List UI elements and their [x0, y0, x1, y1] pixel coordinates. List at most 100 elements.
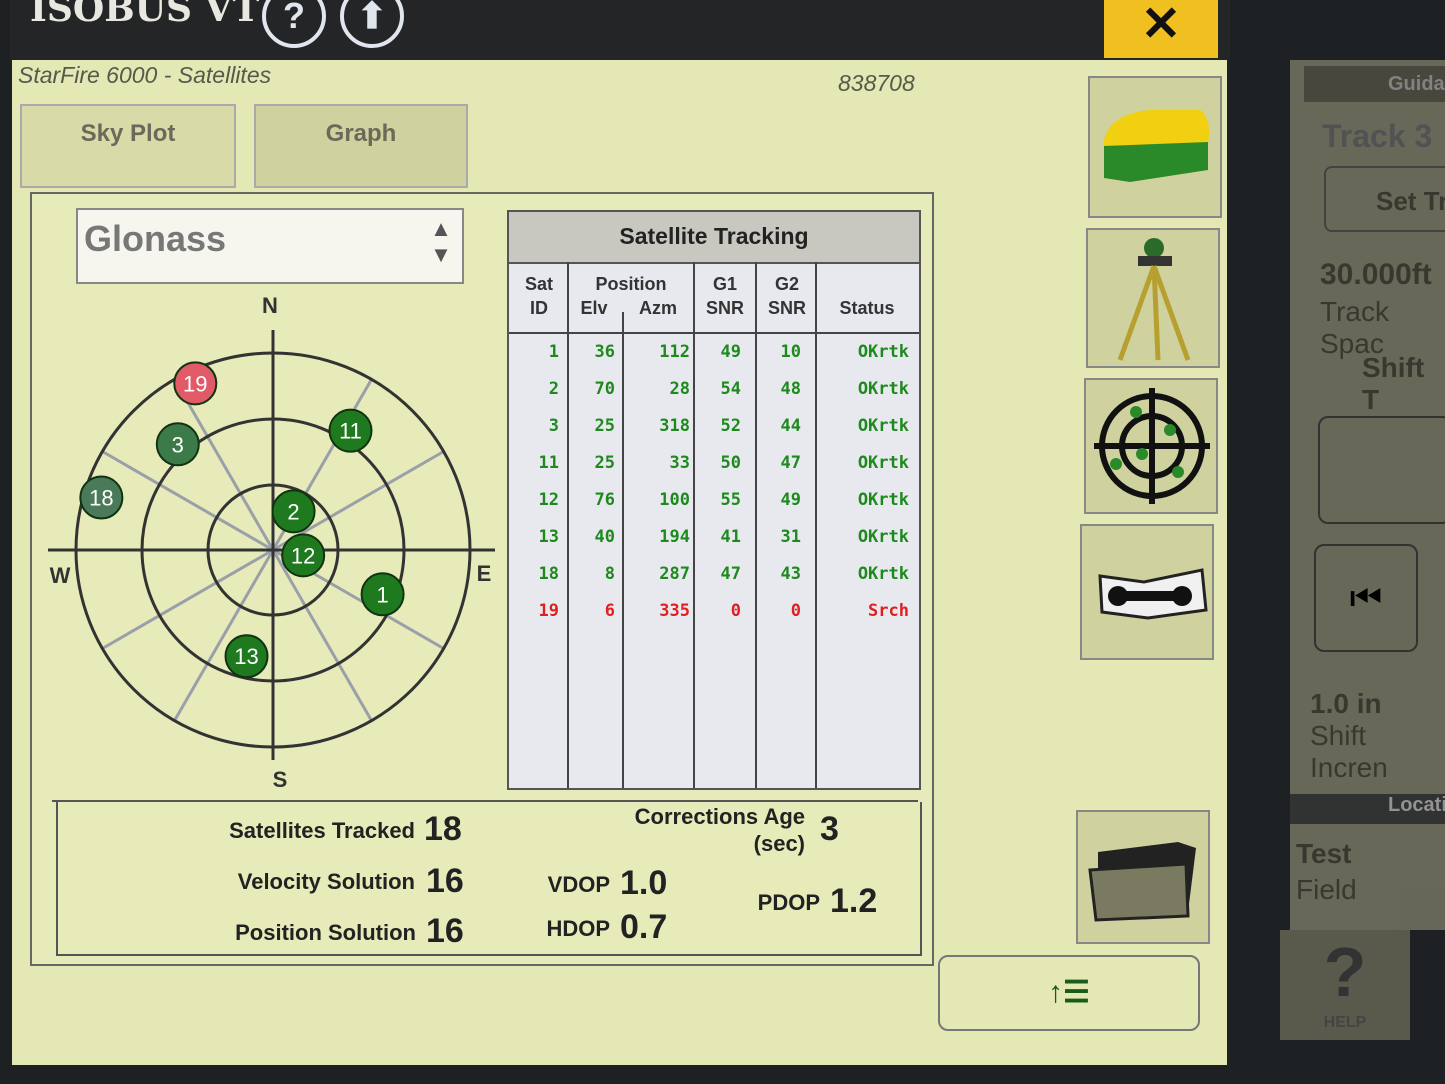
satellite-dot [271, 489, 316, 534]
corrections-age-unit: (sec) [753, 831, 805, 856]
vdop-label: VDOP [547, 872, 610, 897]
up-arrow-icon: ⬆ [356, 0, 388, 36]
question-icon: ? [283, 0, 305, 36]
g1-snr-cell: 49 [720, 342, 741, 362]
satellite-id: 3 [172, 432, 184, 457]
table-row[interactable]: 13 40 194 41 31 OKrtk [509, 523, 919, 560]
track-spacing-value: 30.000ft [1320, 258, 1432, 291]
satellite-dot [360, 572, 405, 617]
azimuth-cell: 335 [659, 601, 690, 621]
east-label: E [477, 561, 492, 586]
azimuth-spoke [271, 549, 373, 722]
table-row[interactable]: 12 76 100 55 49 OKrtk [509, 486, 919, 523]
crosshair-satellites-icon [1094, 388, 1210, 504]
sat-id-cell: 19 [538, 601, 559, 621]
vdop-value: 1.0 [620, 864, 668, 902]
satellite-marker[interactable]: 18 [79, 475, 124, 520]
location-header: Locatio [1290, 794, 1445, 824]
up-button[interactable]: ⬆ [340, 0, 404, 48]
sky-plot: N S E W 19 3 11 18 2 12 1 13 [48, 293, 495, 792]
shift-left-button[interactable]: ⏮ [1314, 544, 1418, 652]
satellite-marker[interactable]: 19 [173, 361, 218, 406]
shift-left-icon: ⏮ [1349, 577, 1383, 618]
list-button[interactable]: ↑☰ [938, 955, 1200, 1031]
col-elv: Elv [580, 298, 608, 318]
table-row[interactable]: 18 8 287 47 43 OKrtk [509, 560, 919, 597]
pdop-label: PDOP [757, 890, 820, 915]
stats-panel [56, 802, 922, 956]
tab-graph[interactable]: Graph [254, 104, 468, 188]
satellite-marker[interactable]: 13 [224, 634, 269, 679]
guidance-pane: Guida Track 3 Set Tr 30.000ft Track Spac… [1290, 60, 1445, 930]
diagnostics-button[interactable] [1080, 524, 1214, 660]
satellites-tracked-label: Satellites Tracked [229, 818, 415, 843]
g2-snr-cell: 43 [780, 564, 801, 584]
satellite-marker[interactable]: 2 [271, 489, 316, 534]
field-name: Test [1296, 838, 1352, 869]
g2-snr-cell: 0 [790, 601, 801, 621]
updown-arrows-icon: ▲ ▼ [430, 216, 452, 267]
azimuth-cell: 194 [659, 527, 690, 547]
position-solution-label: Position Solution [235, 920, 416, 945]
g1-snr-cell: 52 [720, 416, 741, 436]
g2-snr-cell: 49 [780, 490, 801, 510]
satellite-marker[interactable]: 11 [328, 408, 373, 453]
status-cell: OKrtk [857, 527, 909, 547]
table-row[interactable]: 19 6 335 0 0 Srch [509, 597, 919, 634]
constellation-select[interactable]: Glonass ▲ ▼ [76, 208, 464, 284]
satellite-marker[interactable]: 1 [360, 572, 405, 617]
table-row[interactable]: 1 36 112 49 10 OKrtk [509, 338, 919, 375]
azimuth-cell: 28 [669, 379, 690, 399]
satellite-id: 2 [287, 499, 299, 524]
set-track-button[interactable]: Set Tr [1324, 166, 1445, 232]
azimuth-spoke [101, 450, 274, 552]
folder-button[interactable] [1076, 810, 1210, 944]
shift-center-button[interactable] [1318, 416, 1445, 524]
elevation-cell: 8 [604, 564, 615, 584]
shift-increment-value: 1.0 in [1310, 688, 1382, 719]
azimuth-cell: 318 [659, 416, 690, 436]
azimuth-spoke [101, 548, 274, 650]
tab-sky-plot[interactable]: Sky Plot [20, 104, 236, 188]
g2-snr-cell: 10 [780, 342, 801, 362]
south-label: S [273, 767, 288, 792]
receiver-button[interactable] [1088, 76, 1222, 218]
g2-snr-cell: 31 [780, 527, 801, 547]
table-row[interactable]: 2 70 28 54 48 OKrtk [509, 375, 919, 412]
azimuth-spoke [173, 549, 275, 722]
status-cell: OKrtk [857, 416, 909, 436]
hdop-value: 0.7 [620, 908, 668, 946]
help-side-button[interactable]: ? HELP [1280, 930, 1410, 1040]
satellite-marker[interactable]: 12 [281, 533, 326, 578]
col-g2-snr: G2 SNR [767, 274, 806, 318]
help-label: HELP [1323, 1014, 1367, 1031]
satellite-marker[interactable]: 3 [155, 422, 200, 467]
g1-snr-cell: 54 [720, 379, 741, 399]
status-cell: Srch [868, 601, 909, 621]
title-bar [10, 0, 1230, 60]
g1-snr-cell: 47 [720, 564, 741, 584]
satellite-view-button[interactable] [1084, 378, 1218, 514]
close-icon: ✕ [1140, 0, 1182, 51]
satellite-dot [328, 408, 373, 453]
satellite-dot [155, 422, 200, 467]
satellite-id: 11 [339, 419, 362, 444]
help-button[interactable]: ? [262, 0, 326, 48]
velocity-solution-label: Velocity Solution [237, 869, 415, 894]
tripod-button[interactable] [1086, 228, 1220, 368]
azimuth-cell: 33 [669, 453, 690, 473]
col-status: Status [839, 298, 895, 318]
guidance-header: Guida [1304, 66, 1445, 102]
azimuth-cell: 100 [659, 490, 690, 510]
shift-track-label: Shift T [1362, 352, 1425, 415]
azimuth-spoke [173, 378, 275, 551]
table-row[interactable]: 3 25 318 52 44 OKrtk [509, 412, 919, 449]
shift-increment-label: Shift Incren [1310, 720, 1388, 783]
track-name: Track 3 [1322, 118, 1433, 154]
close-button[interactable]: ✕ [1104, 0, 1218, 58]
satellite-id: 13 [234, 644, 258, 669]
g2-snr-cell: 44 [780, 416, 801, 436]
table-row[interactable]: 11 25 33 50 47 OKrtk [509, 449, 919, 486]
status-cell: OKrtk [857, 342, 909, 362]
sat-id-cell: 12 [538, 490, 559, 510]
